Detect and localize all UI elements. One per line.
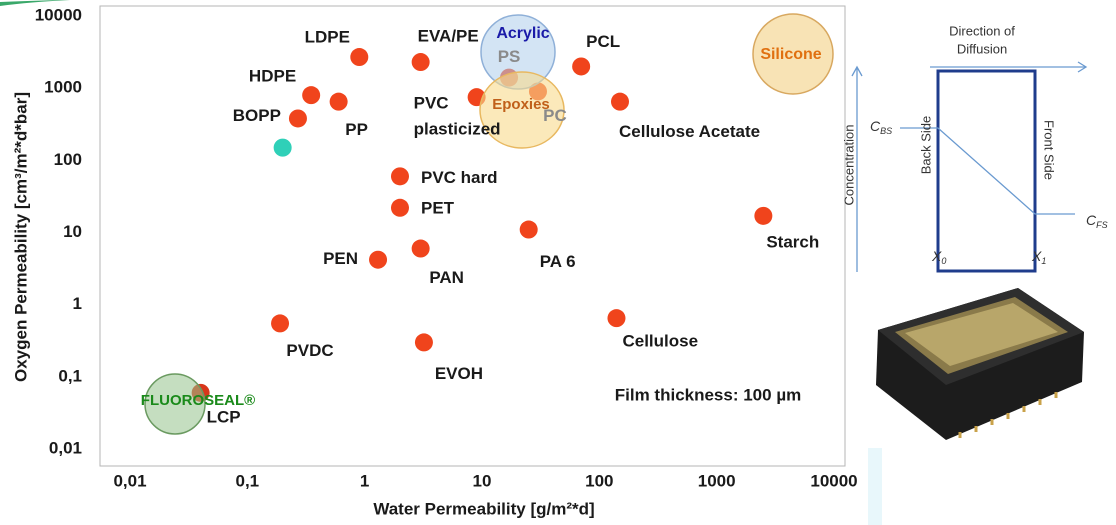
diagram-title: Diffusion: [957, 41, 1007, 56]
point-label: PVC: [414, 94, 449, 113]
point: [330, 93, 348, 111]
point-label: PAN: [429, 268, 464, 287]
x0-sub: 0: [941, 256, 946, 266]
page: 0,010,11101001000100000,010,111010010001…: [0, 0, 1116, 525]
point-label: Cellulose: [622, 332, 698, 351]
front-side-label: Front Side: [1042, 120, 1057, 180]
point-label: PVDC: [286, 341, 333, 360]
point-label: EVA/PE: [418, 27, 479, 46]
point-label: PP: [345, 120, 368, 139]
point-label: PCL: [586, 32, 620, 51]
back-side-label: Back Side: [918, 116, 933, 175]
point-label: PS: [498, 47, 521, 66]
c-fs-sub: FS: [1096, 220, 1108, 230]
c-bs-sub: BS: [880, 126, 892, 136]
point: [754, 207, 772, 225]
point: [412, 53, 430, 71]
x-tick-label: 1000: [698, 471, 736, 490]
point-label: Starch: [766, 232, 819, 251]
x-tick-label: 10000: [810, 471, 857, 490]
x-tick-label: 0,1: [236, 471, 260, 490]
point: [520, 221, 538, 239]
point: [274, 139, 292, 157]
y-tick-label: 100: [54, 150, 82, 169]
decoration: [868, 448, 882, 525]
point-label: PET: [421, 198, 455, 217]
x1-sub: 1: [1041, 256, 1046, 266]
y-tick-label: 10: [63, 222, 82, 241]
y-tick-label: 0,1: [58, 366, 82, 385]
y-axis-title: Oxygen Permeability [cm³/m²*d*bar]: [11, 92, 30, 382]
sensor-image: [876, 288, 1084, 440]
point: [302, 86, 320, 104]
point: [607, 309, 625, 327]
y-tick-label: 0,01: [49, 438, 82, 457]
x1-label: X1: [1031, 248, 1046, 267]
y-tick-label: 1: [73, 294, 82, 313]
point: [415, 333, 433, 351]
point-label: EVOH: [435, 364, 483, 383]
point: [611, 93, 629, 111]
y-tick-label: 1000: [44, 78, 82, 97]
point-label: HDPE: [249, 67, 296, 86]
point: [572, 57, 590, 75]
point-label: PA 6: [540, 252, 576, 271]
region-label: Silicone: [760, 46, 821, 63]
region-label: Epoxies: [492, 96, 550, 113]
point-label: LDPE: [305, 28, 350, 47]
point: [350, 48, 368, 66]
point: [412, 240, 430, 258]
point-label: PC: [543, 106, 567, 125]
annotation: Film thickness: 100 µm: [615, 385, 801, 404]
point: [391, 199, 409, 217]
diagram-title: Direction of: [949, 23, 1015, 38]
x-tick-label: 0,01: [113, 471, 146, 490]
point: [289, 109, 307, 127]
point-label: PEN: [323, 249, 358, 268]
x0-label: X0: [931, 248, 946, 267]
point-label: plasticized: [414, 120, 501, 139]
region-label: Acrylic: [496, 25, 549, 42]
diagram-y-label: Concentration: [841, 125, 856, 206]
x0: X: [931, 248, 942, 264]
x-tick-label: 100: [585, 471, 613, 490]
point-label: LCP: [207, 407, 241, 426]
point-label: PVC hard: [421, 168, 498, 187]
x-tick-label: 10: [473, 471, 492, 490]
point-label: BOPP: [233, 106, 281, 125]
c-bs-label: CBS: [870, 118, 892, 137]
point-label: Cellulose Acetate: [619, 122, 760, 141]
point: [391, 167, 409, 185]
y-tick-label: 10000: [35, 5, 82, 24]
x-tick-label: 1: [360, 471, 369, 490]
c-fs-label: CFS: [1086, 212, 1108, 231]
diffusion-diagram: Direction of Diffusion Concentration Bac…: [841, 23, 1107, 272]
x-axis-title: Water Permeability [g/m²*d]: [373, 499, 594, 518]
x1: X: [1031, 248, 1042, 264]
point: [369, 251, 387, 269]
point: [271, 314, 289, 332]
